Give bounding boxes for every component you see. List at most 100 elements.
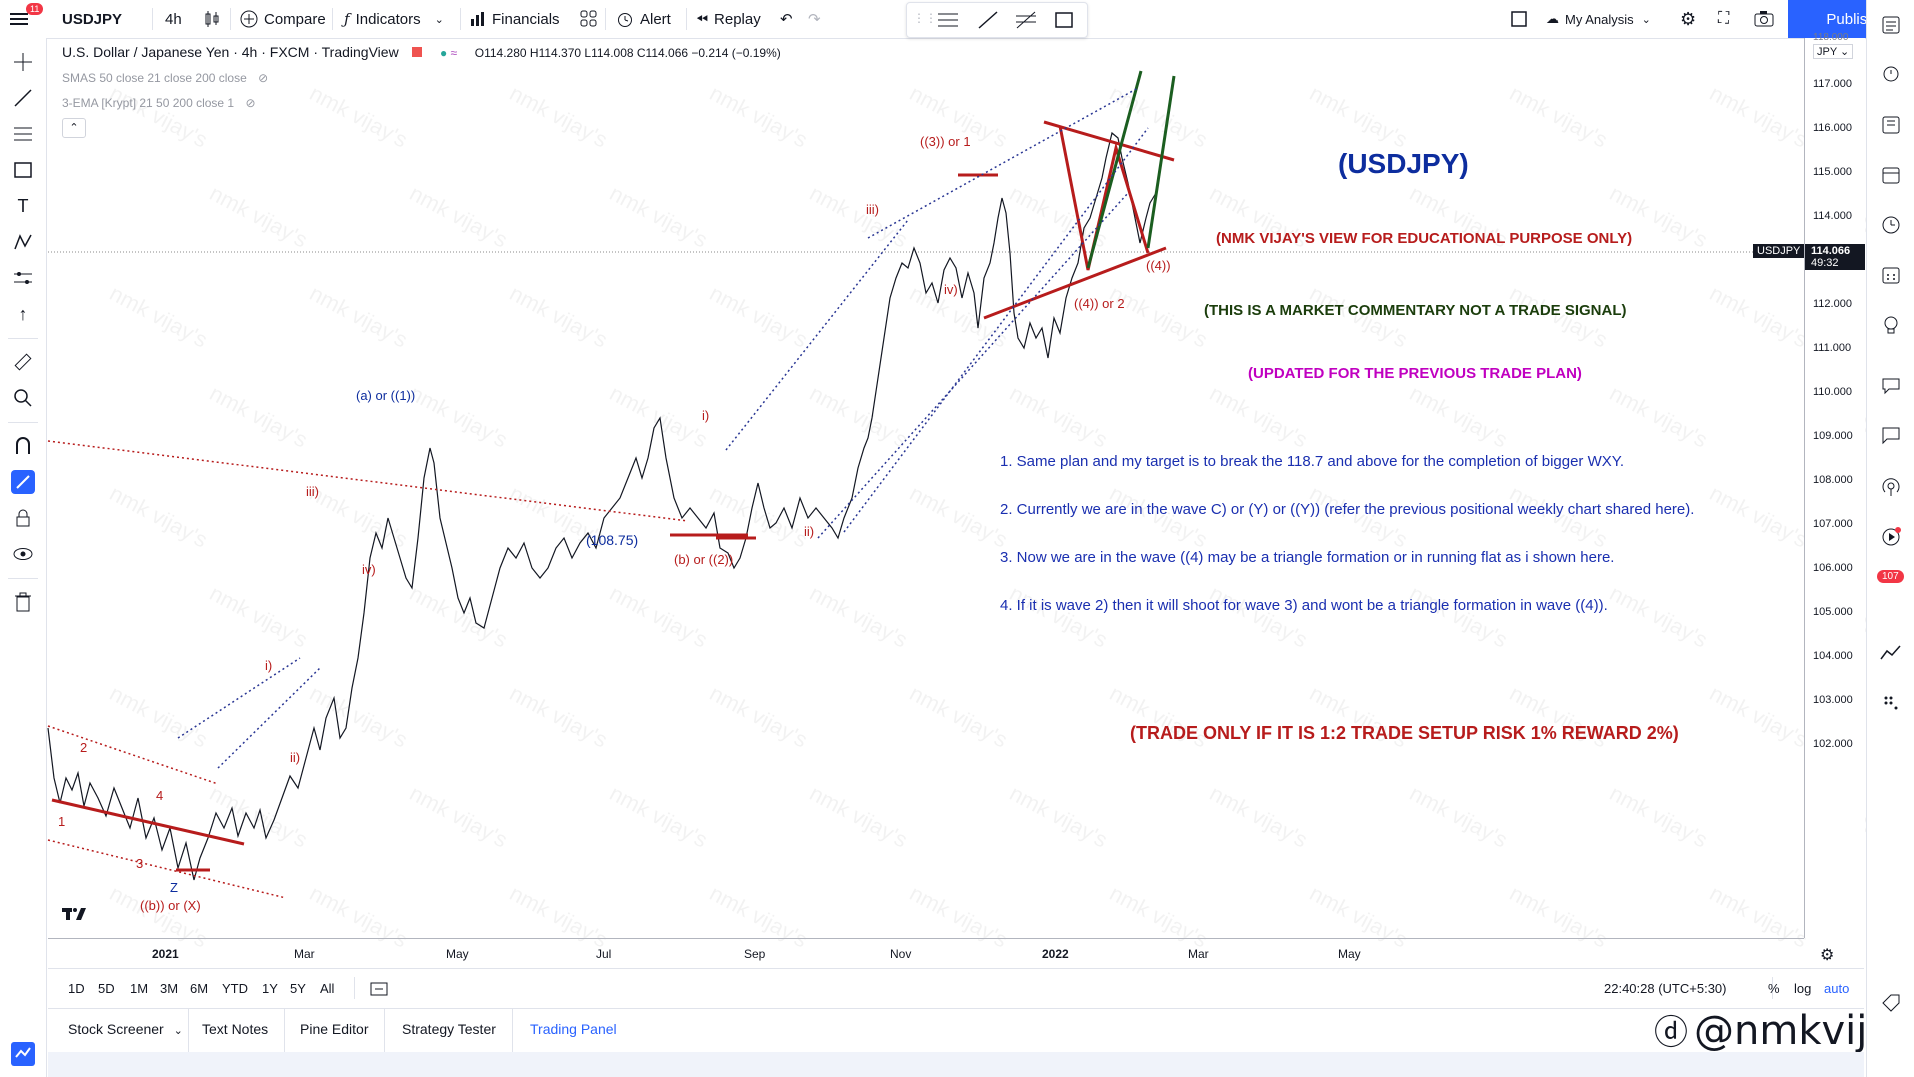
lines-icon[interactable] bbox=[937, 10, 959, 30]
ideas-button[interactable] bbox=[1878, 312, 1904, 338]
watermark-text: nmk vijay's bbox=[1306, 80, 1412, 152]
watchlist-button[interactable] bbox=[1878, 12, 1904, 38]
blue-dotted-channels bbox=[177, 87, 1149, 769]
currency-select[interactable]: JPY ⌄ bbox=[1813, 44, 1854, 59]
prediction-tool[interactable] bbox=[11, 266, 35, 290]
symbol-search[interactable]: USDJPY bbox=[62, 10, 123, 28]
time-axis[interactable]: 2021 Mar May Jul Sep Nov 2022 Mar May ⚙ bbox=[48, 938, 1834, 969]
drag-handle-icon[interactable]: ⋮⋮ bbox=[913, 11, 937, 25]
tab-text-notes[interactable]: Text Notes bbox=[202, 1021, 269, 1037]
hide-tool[interactable] bbox=[11, 542, 35, 566]
range-1d[interactable]: 1D bbox=[68, 981, 85, 996]
range-3m[interactable]: 3M bbox=[160, 981, 179, 996]
chart-type-button[interactable] bbox=[203, 0, 221, 38]
fib-icon[interactable] bbox=[1015, 10, 1037, 30]
goto-date-button[interactable] bbox=[370, 981, 388, 1000]
timer-button[interactable] bbox=[1878, 212, 1904, 238]
range-1y[interactable]: 1Y bbox=[262, 981, 278, 996]
layout-select-button[interactable] bbox=[1510, 0, 1528, 38]
hotlists-button[interactable] bbox=[1878, 162, 1904, 188]
interval-button[interactable]: 4h bbox=[165, 10, 182, 28]
broadcast-icon bbox=[1882, 478, 1900, 496]
tab-strategy-tester[interactable]: Strategy Tester bbox=[402, 1021, 496, 1037]
more-tools-button[interactable] bbox=[1878, 690, 1904, 716]
chart-pane[interactable]: nmk vijay's nmk vijay's nmk vijay's nmk vij… bbox=[47, 38, 1912, 953]
text-tool[interactable]: T bbox=[11, 194, 35, 218]
stay-drawing-tool[interactable] bbox=[11, 470, 35, 494]
watermark-text: nmk vijay's bbox=[706, 480, 812, 552]
range-all[interactable]: All bbox=[320, 981, 335, 996]
arrow-tool[interactable]: ↑ bbox=[11, 302, 35, 326]
redo-button[interactable]: ↷ bbox=[808, 0, 821, 38]
crosshair-tool[interactable] bbox=[11, 50, 35, 74]
data-window-button[interactable] bbox=[1878, 112, 1904, 138]
price-tick: 111.000 bbox=[1813, 342, 1852, 354]
lock-tool[interactable] bbox=[11, 506, 35, 530]
layout-name-button[interactable]: ☁ My Analysis ⌄ bbox=[1546, 11, 1651, 27]
fullscreen-button[interactable]: ⛶ bbox=[1718, 0, 1729, 38]
price-tick: 107.000 bbox=[1813, 518, 1853, 530]
hide-eye-icon[interactable]: ⊘ bbox=[258, 71, 269, 85]
log-scale-toggle[interactable]: log bbox=[1794, 981, 1812, 996]
indicators-button[interactable]: ƒ Indicators ⌄ bbox=[344, 10, 444, 28]
auto-scale-toggle[interactable]: auto bbox=[1824, 981, 1850, 996]
undo-button[interactable]: ↶ bbox=[780, 0, 793, 38]
settings-button[interactable]: ⚙ bbox=[1680, 0, 1696, 38]
alerts-button[interactable] bbox=[1878, 60, 1904, 86]
tag-icon bbox=[1882, 994, 1900, 1012]
menu-icon bbox=[10, 13, 28, 25]
range-1m[interactable]: 1M bbox=[130, 981, 149, 996]
alert-button[interactable]: Alert bbox=[616, 0, 671, 38]
range-ytd[interactable]: YTD bbox=[222, 981, 248, 996]
price-tick: 110.000 bbox=[1813, 386, 1852, 398]
watermark-text: nmk vijay's bbox=[606, 780, 712, 852]
compare-button[interactable]: Compare bbox=[240, 0, 326, 38]
range-5y[interactable]: 5Y bbox=[290, 981, 306, 996]
grid-icon bbox=[580, 10, 597, 27]
trend-line-tool[interactable] bbox=[11, 86, 35, 110]
menu-button[interactable]: 11 bbox=[10, 0, 44, 38]
collapse-legend-button[interactable]: ⌃ bbox=[62, 118, 86, 138]
chevron-down-icon: ⌄ bbox=[1641, 13, 1651, 26]
snapshot-button[interactable] bbox=[1754, 0, 1774, 38]
remove-tool[interactable] bbox=[11, 590, 35, 614]
rectangle-icon[interactable] bbox=[1053, 10, 1075, 30]
streams-button[interactable] bbox=[1878, 474, 1904, 500]
tab-pine-editor[interactable]: Pine Editor bbox=[300, 1021, 369, 1037]
fib-tool[interactable] bbox=[11, 122, 35, 146]
indicator-sma[interactable]: SMAS 50 close 21 close 200 close ⊘ bbox=[62, 71, 269, 85]
chats-button[interactable] bbox=[1878, 372, 1904, 398]
shapes-tool[interactable] bbox=[11, 158, 35, 182]
notifications-button[interactable] bbox=[1878, 524, 1904, 550]
object-tree-tool[interactable] bbox=[11, 1042, 35, 1066]
financials-button[interactable]: Financials bbox=[470, 0, 560, 38]
symbol-legend[interactable]: U.S. Dollar / Japanese Yen · 4h · FXCM ·… bbox=[62, 44, 781, 60]
chart-settings-button[interactable]: ⚙ bbox=[1820, 945, 1834, 965]
tab-trading-panel[interactable]: Trading Panel bbox=[530, 1021, 617, 1037]
wave-label: iv) bbox=[362, 562, 376, 577]
measure-tool[interactable] bbox=[11, 350, 35, 374]
price-tick: 118.000 bbox=[1813, 32, 1849, 43]
trend-line-icon[interactable] bbox=[977, 10, 999, 30]
help-button[interactable] bbox=[1878, 990, 1904, 1016]
replay-button[interactable]: ⏪︎ Replay bbox=[696, 10, 761, 28]
patterns-tool[interactable] bbox=[11, 230, 35, 254]
percent-scale-toggle[interactable]: % bbox=[1768, 981, 1780, 996]
magnet-tool[interactable] bbox=[11, 434, 35, 458]
templates-button[interactable] bbox=[580, 0, 598, 38]
price-axis[interactable]: JPY ⌄ 118.000 117.000 116.000 115.000 114.00… bbox=[1753, 32, 1865, 938]
trend-line-icon bbox=[14, 89, 32, 107]
hide-eye-icon[interactable]: ⊘ bbox=[245, 96, 256, 110]
bottom-panel-tabs: Stock Screener ⌄ Text Notes Pine Editor … bbox=[48, 1008, 1914, 1054]
range-5d[interactable]: 5D bbox=[98, 981, 115, 996]
range-6m[interactable]: 6M bbox=[190, 981, 209, 996]
indicator-ema[interactable]: 3-EMA [Krypt] 21 50 200 close 1 ⊘ bbox=[62, 96, 256, 110]
order-panel-button[interactable] bbox=[1878, 640, 1904, 666]
calendar-button[interactable] bbox=[1878, 262, 1904, 288]
tradingview-logo[interactable] bbox=[62, 906, 86, 925]
messages-button[interactable] bbox=[1878, 422, 1904, 448]
watermark-text: nmk vijay's bbox=[1206, 380, 1312, 452]
timezone-clock[interactable]: 22:40:28 (UTC+5:30) bbox=[1604, 981, 1727, 996]
zoom-tool[interactable] bbox=[11, 386, 35, 410]
tab-stock-screener[interactable]: Stock Screener ⌄ bbox=[68, 1021, 183, 1037]
